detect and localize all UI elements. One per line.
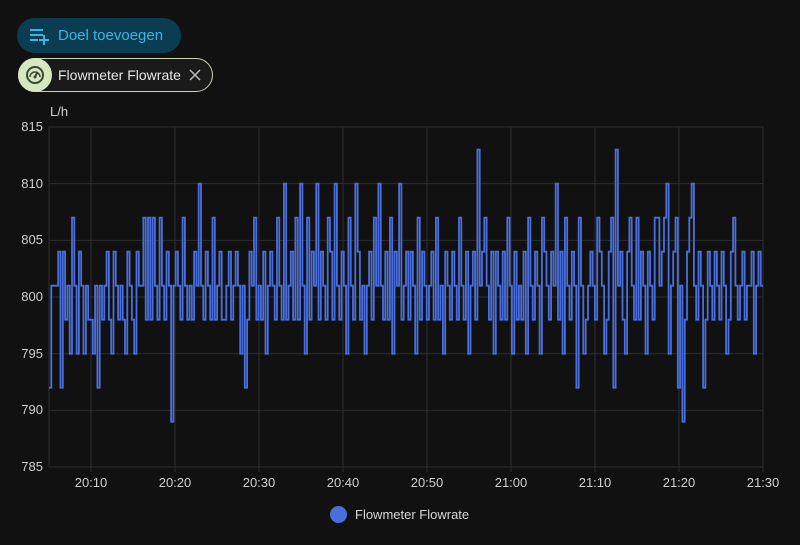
target-chip-label: Flowmeter Flowrate [58,67,181,83]
y-tick-label: 785 [21,459,43,474]
playlist-plus-icon [30,28,49,45]
x-tick-label: 20:10 [74,475,108,490]
y-tick-label: 800 [21,289,43,304]
y-tick-label: 810 [21,175,43,191]
x-tick-label: 21:20 [662,475,696,490]
y-tick-label: 805 [21,232,43,248]
add-target-label: Doel toevoegen [58,27,164,44]
close-icon[interactable] [186,66,204,84]
x-tick-label: 20:30 [242,475,276,490]
series-line-flowmeter-flowrate[interactable] [49,148,763,423]
x-tick-label: 21:10 [578,475,612,490]
y-tick-label: 790 [21,402,43,418]
x-tick-label: 20:40 [326,475,360,490]
x-tick-label: 21:30 [746,475,780,490]
y-tick-label: 815 [21,119,43,134]
y-tick-label: 795 [21,345,43,361]
x-tick-label: 21:00 [494,475,528,490]
x-tick-label: 20:20 [158,475,192,490]
legend-item-flowmeter[interactable]: Flowmeter Flowrate [330,506,469,523]
gauge-icon [18,58,52,92]
legend-label: Flowmeter Flowrate [355,507,470,522]
x-tick-label: 20:50 [410,475,444,490]
legend-color-dot-icon [330,506,347,523]
add-target-button[interactable]: Doel toevoegen [17,18,181,53]
y-axis-unit: L/h [50,104,69,119]
target-chip-flowmeter[interactable]: Flowmeter Flowrate [18,58,213,92]
